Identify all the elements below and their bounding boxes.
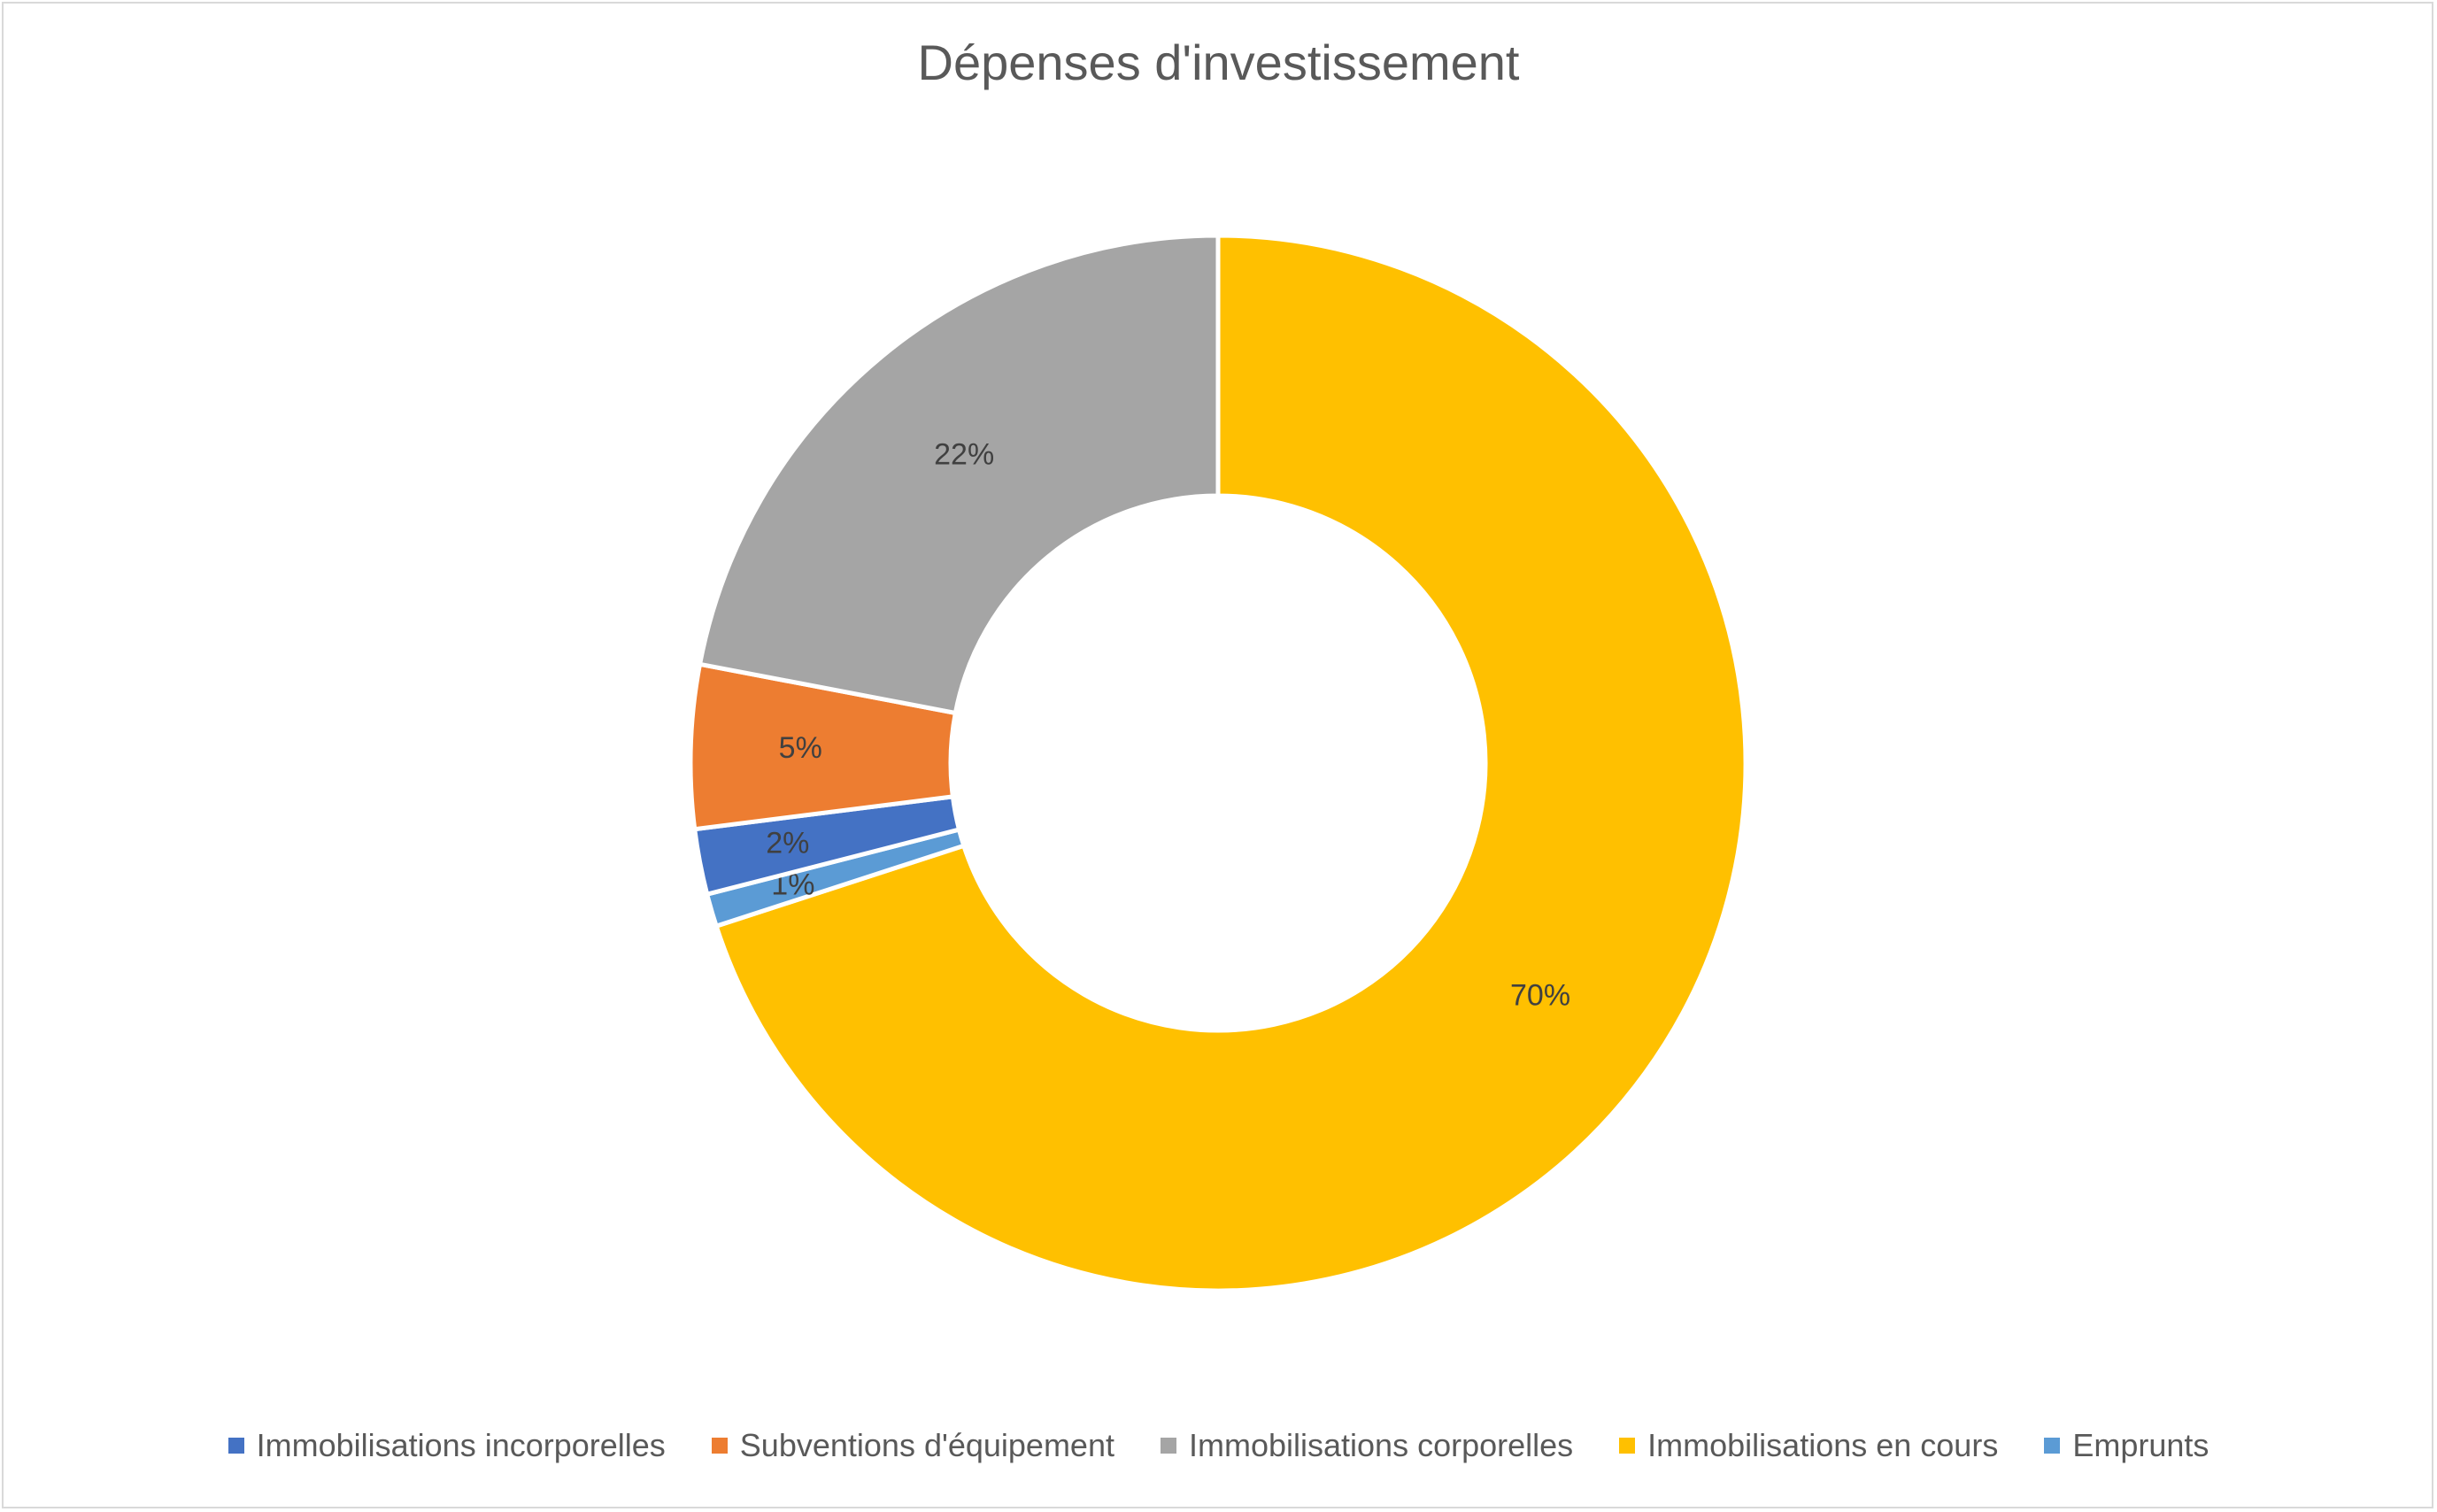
legend-label: Emprunts [2072,1427,2209,1463]
legend-item: Immobilisations incorporelles [228,1427,666,1464]
legend-label: Immobilisations en cours [1647,1427,1999,1463]
chart-legend: Immobilisations incorporelles Subventions… [0,1427,2437,1464]
legend-swatch [1160,1438,1176,1454]
legend-swatch [2044,1438,2061,1454]
donut-slice-immobilisations-en-cours [713,233,1748,1293]
legend-label: Subventions d'équipement [739,1427,1114,1463]
legend-item: Immobilisations corporelles [1160,1427,1574,1464]
legend-swatch [228,1438,244,1454]
data-label-immobilisations-incorporelles: 2% [766,827,809,860]
legend-swatch [711,1438,728,1454]
legend-item: Immobilisations en cours [1619,1427,1998,1464]
legend-label: Immobilisations incorporelles [256,1427,666,1463]
legend-swatch [1619,1438,1636,1454]
legend-label: Immobilisations corporelles [1188,1427,1574,1463]
legend-item: Emprunts [2044,1427,2209,1464]
data-label-immobilisations-en-cours: 70% [1510,978,1570,1012]
legend-item: Subventions d'équipement [711,1427,1114,1464]
data-label-subventions-d-quipement: 5% [779,731,822,765]
data-label-immobilisations-corporelles: 22% [934,437,994,471]
donut-slice-immobilisations-corporelles [697,233,1221,716]
chart-title: Dépenses d'investissement [917,35,1520,90]
